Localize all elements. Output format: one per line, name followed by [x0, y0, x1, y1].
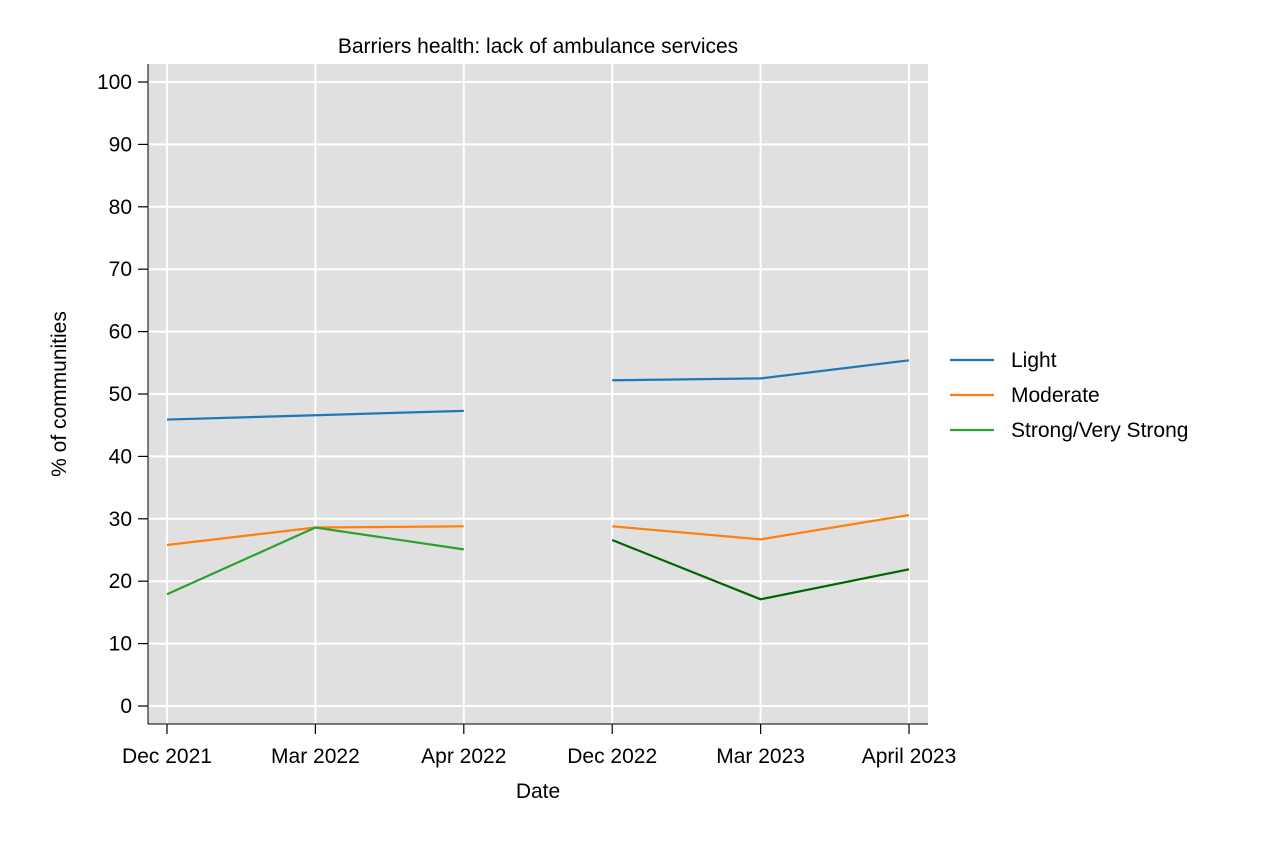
y-tick-label: 60 [109, 321, 132, 344]
y-tick-label: 30 [109, 508, 132, 531]
x-tick-label: Dec 2022 [567, 745, 657, 768]
x-tick-label: Dec 2021 [122, 745, 212, 768]
legend-label-strong-very-strong: Strong/Very Strong [1011, 419, 1188, 442]
y-axis-label: % of communities [48, 311, 71, 477]
y-tick-label: 20 [109, 570, 132, 593]
legend-label-light: Light [1011, 349, 1057, 372]
x-tick-label: Mar 2023 [716, 745, 805, 768]
y-tick-label: 40 [109, 445, 132, 468]
chart-title: Barriers health: lack of ambulance servi… [338, 35, 738, 58]
x-axis-label: Date [516, 780, 560, 803]
y-tick-label: 70 [109, 258, 132, 281]
y-tick-label: 90 [109, 133, 132, 156]
y-tick-label: 0 [120, 695, 132, 718]
series-line-strong-very-strong [611, 538, 910, 601]
x-axis-ticks: Dec 2021 Mar 2022 Apr 2022 Dec 2022 Mar 2023… [122, 724, 956, 768]
legend: Light Moderate Strong/Very Strong [950, 349, 1188, 442]
y-tick-label: 100 [97, 71, 132, 94]
gridlines [148, 64, 928, 724]
series-line-light [612, 359, 910, 382]
x-tick-label: April 2023 [862, 745, 957, 768]
series-line-strong-very-strong [166, 526, 464, 596]
x-tick-label: Mar 2022 [271, 745, 360, 768]
x-tick-label: Apr 2022 [421, 745, 506, 768]
series-line-moderate [612, 513, 910, 541]
y-axis-ticks: 0 10 20 30 40 50 60 70 80 90 100 [97, 71, 148, 718]
y-tick-label: 10 [109, 633, 132, 656]
legend-label-moderate: Moderate [1011, 384, 1100, 407]
series-line-light [166, 409, 464, 421]
y-tick-label: 80 [109, 196, 132, 219]
series-lines [166, 359, 910, 601]
y-tick-label: 50 [109, 383, 132, 406]
